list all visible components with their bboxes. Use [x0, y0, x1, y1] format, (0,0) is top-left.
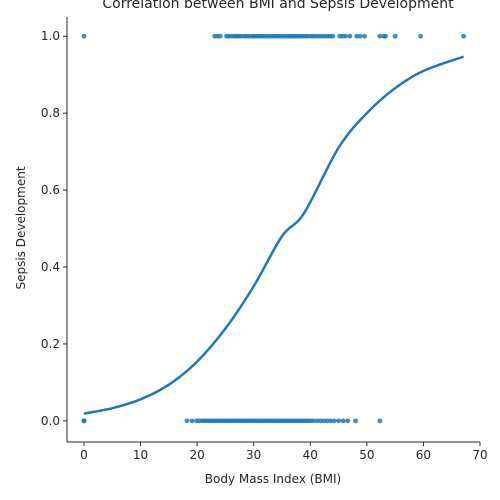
data-point: [377, 33, 383, 39]
data-point: [392, 33, 398, 39]
x-tick-label: 70: [472, 448, 487, 462]
y-tick-label: 0.0: [41, 414, 60, 428]
data-point: [189, 418, 195, 424]
data-point: [340, 418, 346, 424]
y-tick-label: 0.4: [41, 260, 60, 274]
data-point: [383, 33, 388, 39]
x-tick-label: 0: [80, 448, 88, 462]
data-point: [330, 33, 336, 39]
data-point: [331, 418, 337, 424]
logistic-fit-line: [83, 55, 465, 415]
data-point: [377, 418, 383, 424]
data-point: [328, 418, 334, 424]
x-tick-label: 60: [416, 448, 431, 462]
x-tick-label: 40: [303, 448, 318, 462]
chart-title: Correlation between BMI and Sepsis Devel…: [102, 0, 454, 12]
data-point: [324, 418, 330, 424]
data-point: [217, 33, 223, 39]
data-point: [353, 418, 358, 424]
y-tick-label: 0.8: [41, 106, 60, 120]
x-tick-label: 30: [246, 448, 261, 462]
data-point: [418, 33, 423, 39]
data-point: [347, 33, 353, 39]
data-point: [342, 33, 348, 39]
data-point: [321, 418, 327, 424]
data-point: [345, 418, 351, 424]
data-point: [461, 33, 466, 39]
data-point: [354, 33, 360, 39]
y-tick-label: 1.0: [41, 29, 60, 43]
data-point: [184, 418, 190, 424]
data-point: [362, 33, 367, 39]
y-tick-label: 0.2: [41, 337, 60, 351]
data-point: [81, 33, 87, 39]
y-axis-ticks: 0.0 0.2 0.4 0.6 0.8 1.0: [41, 29, 67, 428]
x-axis-ticks: 0 10 20 30 40 50 60 70: [80, 442, 488, 462]
data-point: [81, 418, 87, 424]
data-point: [318, 418, 323, 424]
data-point: [336, 418, 341, 424]
x-tick-label: 50: [359, 448, 374, 462]
y-tick-label: 0.6: [41, 183, 60, 197]
x-tick-label: 10: [133, 448, 148, 462]
x-axis-label: Body Mass Index (BMI): [205, 472, 341, 486]
data-point: [314, 418, 320, 424]
data-point: [357, 33, 363, 39]
x-tick-label: 20: [189, 448, 204, 462]
data-point: [311, 418, 317, 424]
plot-area: [81, 33, 466, 424]
y-axis-label: Sepsis Development: [14, 166, 28, 289]
